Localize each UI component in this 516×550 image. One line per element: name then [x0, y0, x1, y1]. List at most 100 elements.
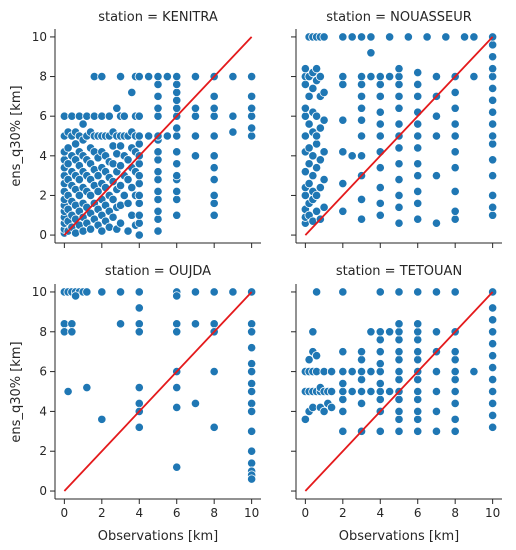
data-point: [190, 111, 201, 121]
data-point: [338, 386, 348, 397]
data-point: [115, 141, 126, 151]
data-point: [488, 155, 498, 165]
data-point: [413, 119, 423, 129]
data-point: [375, 91, 385, 101]
data-point: [413, 67, 423, 78]
data-point: [153, 226, 163, 236]
data-point: [488, 107, 498, 117]
data-point: [347, 151, 357, 161]
data-point: [488, 363, 498, 373]
x-tick-label: 0: [302, 506, 310, 520]
data-point: [488, 351, 498, 361]
data-point: [172, 402, 182, 413]
data-point: [394, 347, 404, 357]
data-point: [488, 64, 498, 74]
data-point: [172, 131, 182, 141]
data-point: [488, 210, 498, 220]
y-tick-label: 10: [32, 285, 47, 299]
data-point: [108, 176, 118, 187]
data-point: [319, 202, 329, 212]
data-point: [469, 366, 479, 377]
data-point: [209, 210, 219, 220]
data-point: [394, 79, 404, 90]
x-tick-label: 0: [61, 506, 69, 520]
data-point: [74, 190, 84, 201]
data-point: [209, 174, 219, 185]
data-point: [413, 319, 423, 329]
data-point: [366, 366, 376, 377]
data-point: [413, 426, 423, 436]
data-point: [153, 147, 163, 157]
data-point: [247, 386, 257, 397]
data-point: [134, 303, 144, 313]
data-point: [366, 48, 376, 58]
x-tick-label: 8: [210, 506, 218, 520]
data-point: [394, 327, 404, 337]
data-point: [209, 422, 219, 432]
data-point: [209, 151, 219, 161]
data-point: [108, 194, 118, 205]
data-point: [153, 79, 163, 90]
data-point: [172, 194, 182, 205]
data-point: [300, 111, 310, 121]
data-point: [431, 131, 442, 141]
data-point: [394, 406, 404, 417]
data-point: [153, 155, 163, 165]
data-point: [247, 71, 257, 82]
data-point: [134, 327, 144, 337]
data-point: [450, 366, 460, 377]
data-point: [431, 287, 442, 297]
data-point: [311, 163, 322, 173]
data-point: [450, 398, 460, 409]
data-point: [108, 212, 118, 222]
data-point: [356, 374, 367, 385]
reference-line: [63, 36, 253, 236]
data-point: [450, 355, 460, 365]
data-point: [300, 414, 310, 424]
data-point: [413, 335, 423, 345]
data-point: [247, 366, 257, 377]
data-point: [488, 83, 498, 94]
y-tick-label: 6: [39, 365, 47, 379]
y-tick-label: 6: [39, 109, 47, 123]
x-tick-label: 2: [98, 506, 106, 520]
panel-title: station = OUJDA: [105, 264, 211, 279]
data-point: [450, 131, 460, 141]
data-point: [172, 327, 182, 337]
data-point: [304, 91, 314, 101]
data-point: [209, 198, 219, 208]
data-point: [366, 327, 376, 337]
data-point: [300, 64, 310, 74]
data-point: [172, 382, 182, 393]
data-point: [115, 180, 126, 191]
data-point: [450, 374, 460, 385]
data-point: [375, 378, 385, 389]
data-point: [172, 171, 182, 181]
data-point: [413, 171, 423, 181]
data-point: [319, 406, 329, 417]
data-point: [134, 218, 144, 228]
data-point: [488, 327, 498, 337]
data-point: [375, 182, 385, 193]
data-point: [308, 171, 318, 181]
data-point: [488, 422, 498, 432]
data-point: [172, 79, 182, 90]
data-point: [356, 32, 367, 42]
data-point: [71, 228, 81, 238]
data-point: [311, 190, 322, 201]
data-point: [413, 406, 423, 417]
data-point: [63, 386, 73, 397]
data-point: [134, 230, 144, 240]
data-point: [97, 226, 107, 236]
data-point: [413, 386, 423, 397]
data-point: [228, 71, 238, 82]
data-point: [488, 315, 498, 325]
data-point: [338, 378, 348, 389]
data-point: [422, 32, 432, 42]
data-point: [172, 123, 182, 133]
data-point: [450, 186, 460, 197]
data-point: [119, 111, 129, 121]
y-tick-label: 2: [39, 188, 47, 202]
data-point: [311, 131, 322, 141]
data-point: [488, 410, 498, 420]
